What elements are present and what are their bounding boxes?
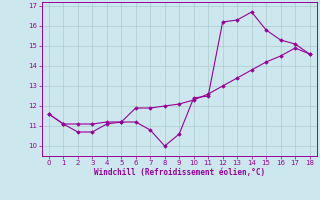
X-axis label: Windchill (Refroidissement éolien,°C): Windchill (Refroidissement éolien,°C) bbox=[94, 168, 265, 177]
